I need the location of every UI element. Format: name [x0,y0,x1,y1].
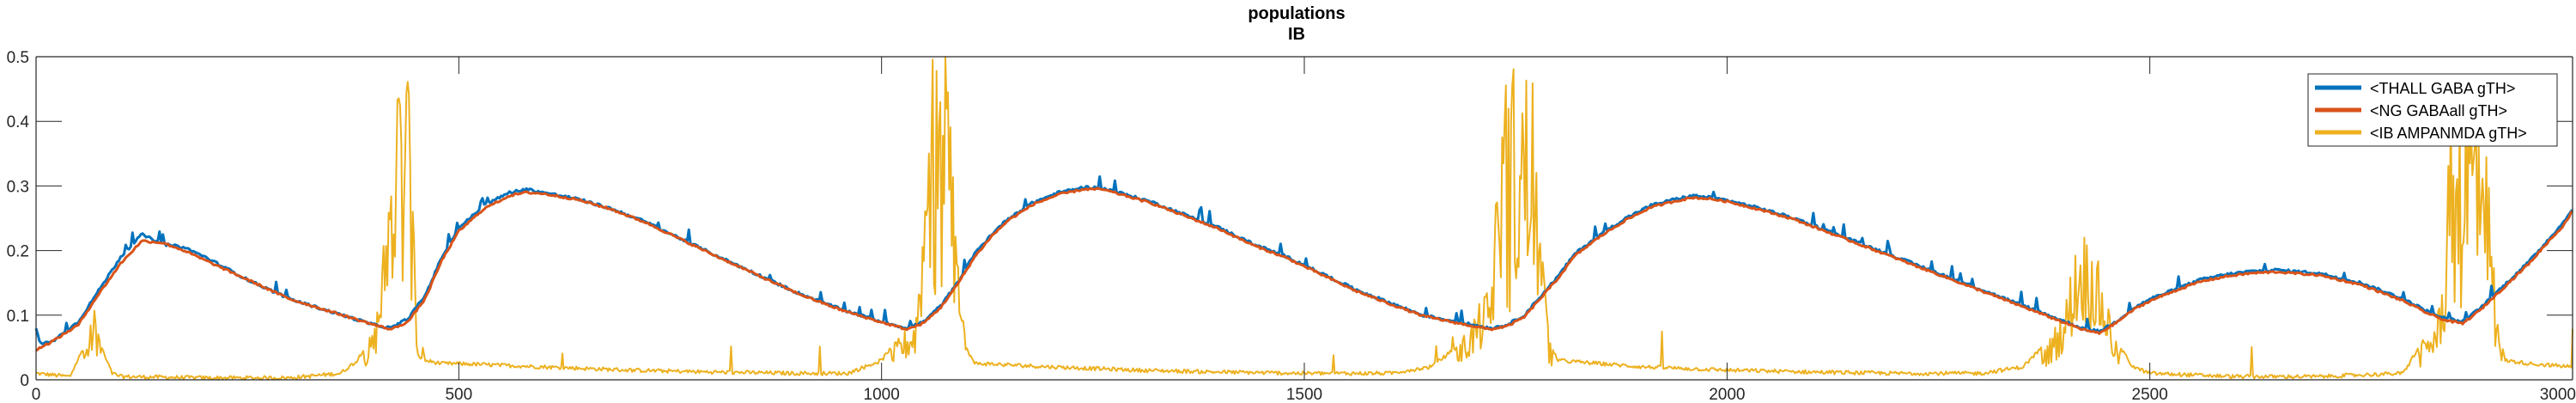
y-tick-label: 0.2 [7,243,29,261]
chart-title: populations [1248,4,1345,23]
y-tick-label: 0.5 [7,49,29,67]
x-tick-label: 3000 [2540,386,2576,403]
tick-labels: 0 500 1000 1500 2000 2500 3000 0 0.1 0.2 0.3 0.4 0.5 [7,49,2576,403]
x-tick-label: 1500 [1286,386,1322,403]
y-tick-label: 0 [20,372,29,390]
x-tick-label: 500 [445,386,472,403]
legend: <THALL GABA gTH> <NG GABAall gTH> <IB AM… [2307,73,2558,147]
x-tick-label: 0 [32,386,41,403]
series-ng-line [35,186,2573,352]
y-tick-label: 0.4 [7,113,30,131]
y-tick-label: 0.1 [7,308,29,326]
axes [35,56,2573,381]
x-tick-label: 2000 [1709,386,1745,403]
plot-area [36,57,2573,380]
x-tick-label: 1000 [864,386,900,403]
chart-subtitle: IB [1288,25,1305,44]
y-tick-label: 0.3 [7,178,29,196]
legend-label-thall: <THALL GABA gTH> [2370,80,2515,97]
legend-label-ib: <IB AMPANMDA gTH> [2370,125,2527,142]
legend-label-ng: <NG GABAall gTH> [2370,102,2507,119]
x-tick-label: 2500 [2132,386,2168,403]
plot-background [36,57,2573,380]
